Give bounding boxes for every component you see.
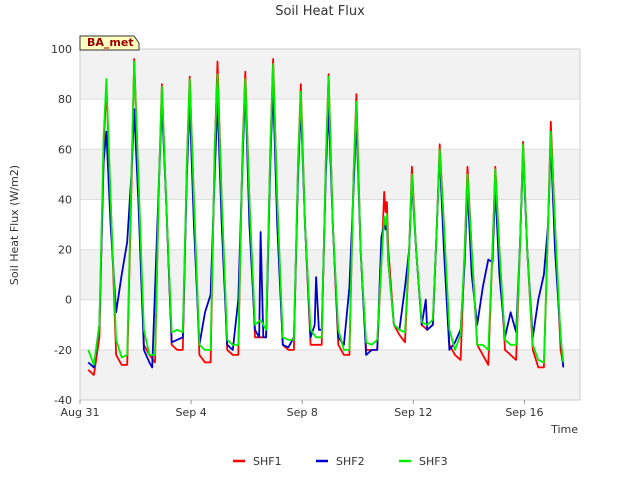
legend-label-shf3: SHF3 — [419, 455, 448, 468]
legend-label-shf1: SHF1 — [253, 455, 282, 468]
y-tick-label: -40 — [54, 394, 72, 407]
y-tick-label: 40 — [58, 193, 72, 206]
y-axis-label: Soil Heat Flux (W/m2) — [8, 165, 21, 285]
x-tick-label: Sep 4 — [175, 406, 206, 419]
legend: SHF1 SHF2 SHF3 — [233, 455, 448, 468]
site-badge-box — [79, 35, 140, 51]
y-tick-label: 0 — [65, 294, 72, 307]
background-band — [80, 249, 580, 300]
x-tick-label: Sep 12 — [394, 406, 432, 419]
site-badge-label: BA_met — [87, 36, 134, 49]
y-tick-label: 100 — [51, 43, 72, 56]
y-tick-label: 20 — [58, 244, 72, 257]
y-tick-label: -20 — [54, 344, 72, 357]
site-badge: BA_met — [79, 35, 140, 51]
x-tick-label: Sep 8 — [287, 406, 318, 419]
plot-frame — [79, 48, 581, 401]
legend-label-shf2: SHF2 — [336, 455, 365, 468]
background-band — [80, 349, 580, 400]
x-tick-label: Aug 31 — [61, 406, 100, 419]
series-line-shf3 — [87, 60, 565, 366]
x-axis-label: Time — [550, 423, 578, 436]
y-tick-label: 60 — [58, 143, 72, 156]
y-tick-label: 80 — [58, 93, 72, 106]
chart-title: Soil Heat Flux — [275, 4, 365, 19]
background-band — [80, 49, 580, 100]
x-tick-label: Sep 16 — [505, 406, 543, 419]
